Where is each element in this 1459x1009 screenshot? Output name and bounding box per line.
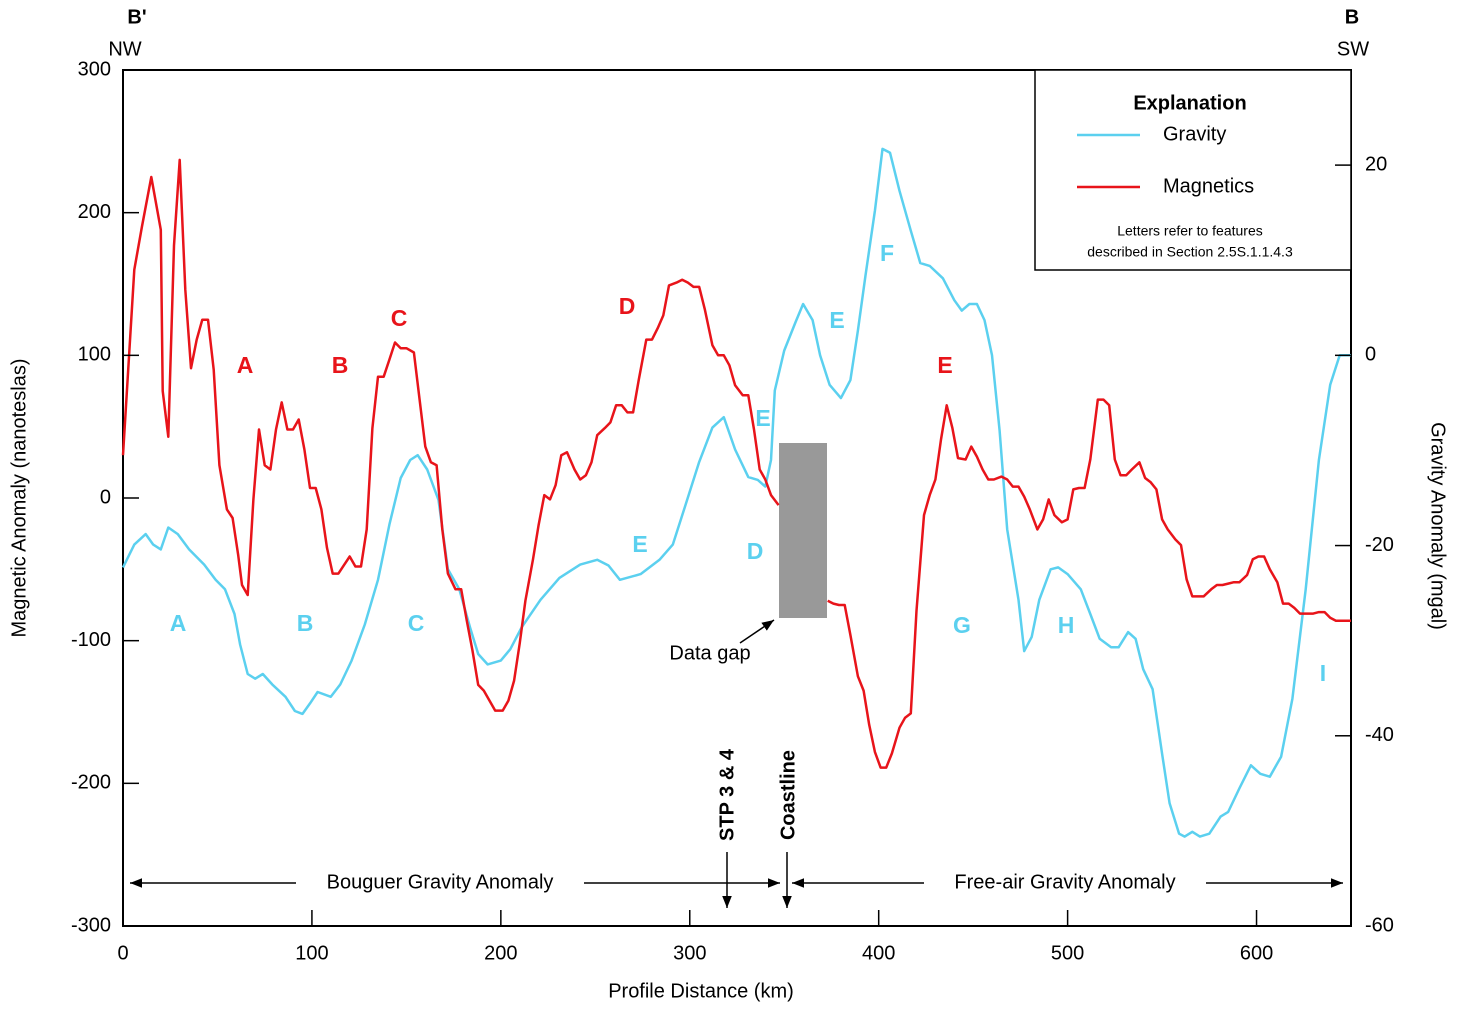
data-line bbox=[121, 158, 1351, 769]
data-line bbox=[121, 147, 1351, 838]
y2-axis-label: Gravity Anomaly (mgal) bbox=[1427, 422, 1449, 630]
x-tick-label: 400 bbox=[862, 942, 895, 964]
y2-tick-label: -40 bbox=[1365, 724, 1394, 746]
y2-tick-label: 0 bbox=[1365, 344, 1376, 366]
free-air-label: Free-air Gravity Anomaly bbox=[954, 871, 1175, 893]
x-tick-label: 200 bbox=[484, 942, 517, 964]
x-tick-label: 600 bbox=[1240, 942, 1273, 964]
data-gap-label: Data gap bbox=[669, 642, 750, 664]
y-tick-label: -300 bbox=[71, 914, 111, 936]
feature-letter: E bbox=[829, 307, 844, 333]
feature-letter: E bbox=[937, 352, 952, 378]
y-tick-label: 0 bbox=[100, 486, 111, 508]
feature-letter: E bbox=[755, 405, 770, 431]
y-tick-label: -100 bbox=[71, 629, 111, 651]
stp-label: STP 3 & 4 bbox=[716, 748, 738, 841]
y-axis-label: Magnetic Anomaly (nanoteslas) bbox=[8, 358, 30, 637]
y2-tick-label: -20 bbox=[1365, 534, 1394, 556]
x-tick-label: 0 bbox=[117, 942, 128, 964]
legend-note: described in Section 2.5S.1.1.4.3 bbox=[1087, 244, 1293, 260]
coastline-label: Coastline bbox=[777, 750, 799, 840]
direction-left: NW bbox=[108, 38, 141, 60]
feature-letter: H bbox=[1058, 612, 1075, 638]
feature-letter: D bbox=[747, 538, 764, 564]
legend-title: Explanation bbox=[1133, 92, 1246, 114]
legend-box bbox=[1034, 69, 1352, 271]
section-label-right: B bbox=[1345, 6, 1359, 28]
y2-tick-label: 20 bbox=[1365, 153, 1387, 175]
y2-tick-label: -60 bbox=[1365, 914, 1394, 936]
section-label-left: B' bbox=[127, 6, 146, 28]
x-tick-label: 100 bbox=[295, 942, 328, 964]
feature-letter: G bbox=[953, 612, 971, 638]
x-axis-label: Profile Distance (km) bbox=[608, 980, 794, 1002]
y-tick-label: 100 bbox=[78, 344, 111, 366]
legend-note: Letters refer to features bbox=[1117, 223, 1263, 239]
y-tick-label: 300 bbox=[78, 58, 111, 80]
data-gap-arrow bbox=[739, 619, 775, 644]
feature-letter: B bbox=[297, 610, 314, 636]
y-tick-label: -200 bbox=[71, 772, 111, 794]
x-tick-label: 300 bbox=[673, 942, 706, 964]
feature-letter: F bbox=[880, 240, 894, 266]
y-tick-label: 200 bbox=[78, 201, 111, 223]
feature-letter: C bbox=[408, 610, 425, 636]
feature-letter: A bbox=[237, 352, 254, 378]
data-gap-box bbox=[779, 443, 827, 618]
label-backdrop bbox=[924, 870, 1206, 896]
label-backdrop bbox=[296, 870, 584, 896]
feature-letter: I bbox=[1320, 660, 1326, 686]
legend-label: Magnetics bbox=[1163, 175, 1254, 197]
feature-letter: A bbox=[170, 610, 187, 636]
bouguer-label: Bouguer Gravity Anomaly bbox=[327, 871, 554, 893]
x-tick-label: 500 bbox=[1051, 942, 1084, 964]
direction-right: SW bbox=[1337, 38, 1369, 60]
feature-letter: E bbox=[632, 531, 647, 557]
legend-label: Gravity bbox=[1163, 123, 1226, 145]
feature-letter: D bbox=[619, 293, 636, 319]
feature-letter: B bbox=[332, 352, 349, 378]
feature-letter: C bbox=[391, 305, 408, 331]
